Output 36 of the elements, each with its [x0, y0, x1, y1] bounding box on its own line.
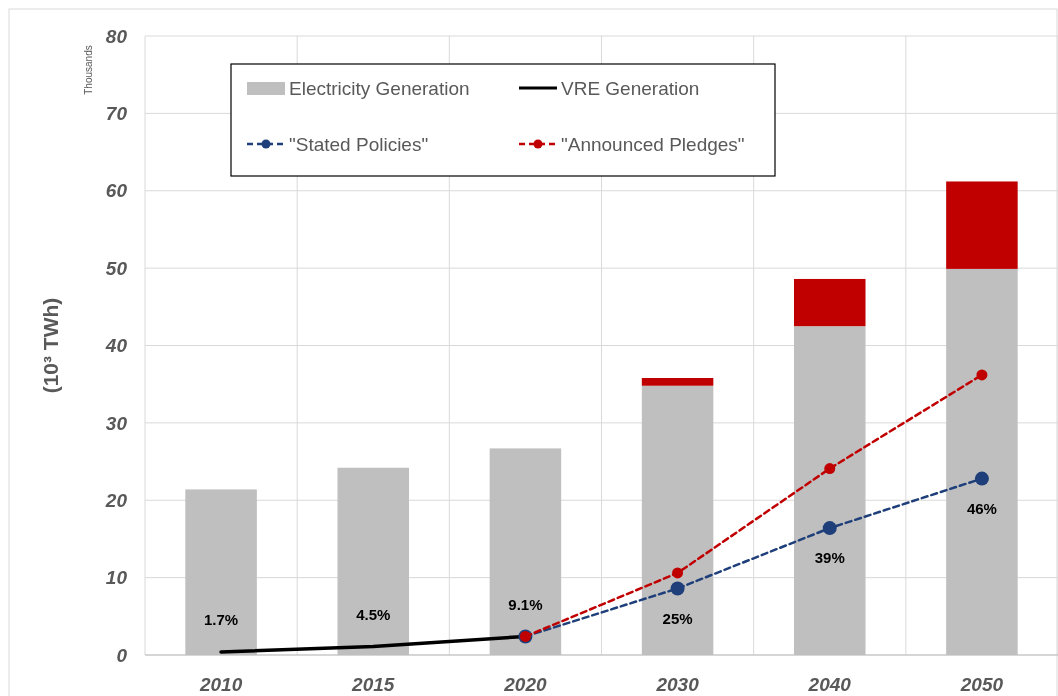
y-tick-label: 20 [104, 489, 128, 511]
annotation: 46% [966, 499, 997, 517]
point [824, 463, 836, 475]
x-tick-label: 2015 [351, 674, 395, 695]
text: Thousands [83, 45, 94, 95]
x-tick-label: 2020 [503, 674, 547, 695]
x-tick-label: 2010 [198, 674, 243, 695]
annotation: 25% [662, 609, 693, 627]
y-tick-label: 60 [105, 180, 128, 202]
point [670, 581, 685, 596]
legend-label: Electricity Generation [289, 77, 470, 99]
annotation: 1.7% [203, 611, 239, 629]
x-tick-label: 2050 [959, 674, 1004, 695]
annotation: 9.1% [508, 595, 543, 613]
y-tick-label: 70 [105, 103, 128, 125]
legend-label: VRE Generation [561, 77, 700, 99]
y-tick-label: 0 [116, 644, 128, 666]
y-tick-label: 50 [105, 257, 128, 279]
bar [641, 378, 714, 386]
point [672, 567, 684, 579]
x-tick-label: 2030 [655, 674, 700, 695]
legend-label: "Stated Policies" [289, 133, 429, 155]
y-tick-label: 10 [105, 567, 128, 589]
x-tick-label: 2040 [807, 674, 852, 695]
bar [793, 278, 866, 327]
bar [946, 181, 1018, 269]
point [976, 369, 988, 381]
annotation: 39% [814, 549, 845, 567]
y-axis-title: (10³ TWh) [39, 297, 62, 394]
annotation: 4.5% [356, 605, 391, 623]
y-tick-label: 80 [105, 25, 128, 47]
point [822, 521, 837, 536]
point [974, 471, 989, 486]
y-tick-label: 30 [105, 412, 128, 434]
y-tick-label: 40 [104, 335, 128, 357]
legend-label: "Announced Pledges" [561, 133, 745, 155]
